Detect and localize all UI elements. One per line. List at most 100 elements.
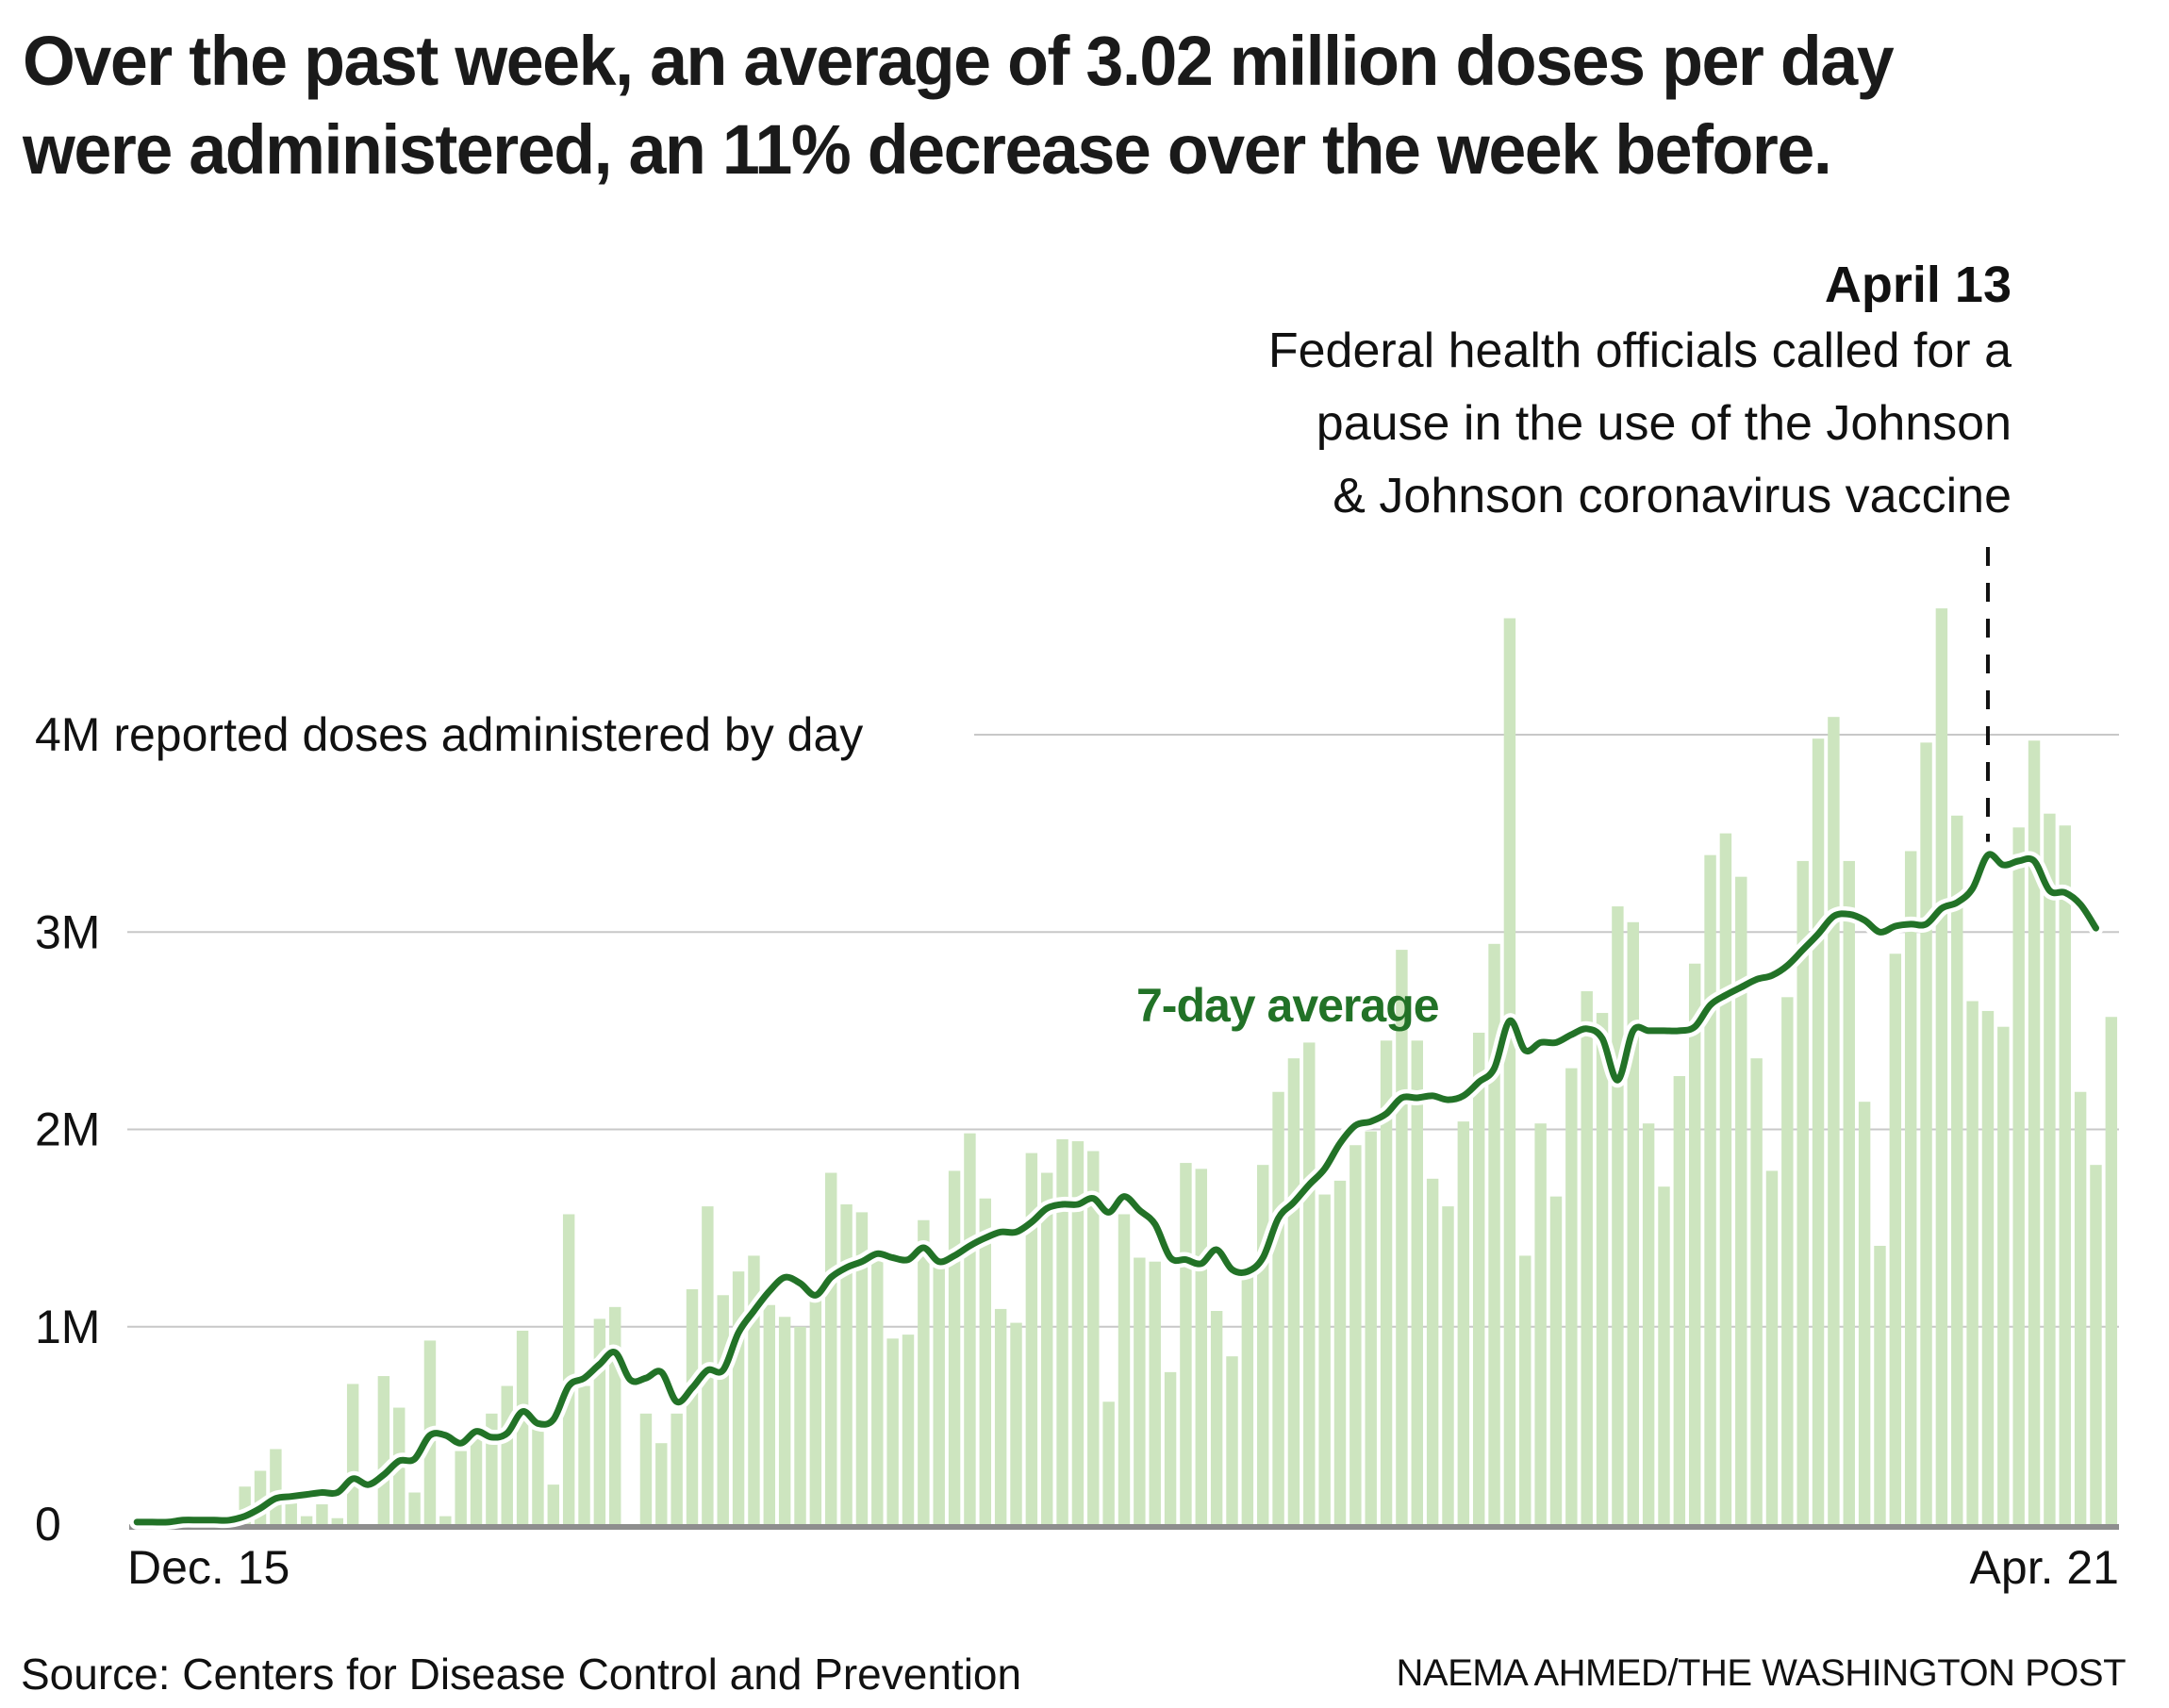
bar-day-110 — [1828, 717, 1840, 1524]
bar-day-108 — [1796, 860, 1809, 1524]
bar-day-113 — [1874, 1245, 1886, 1524]
bar-day-91 — [1534, 1123, 1547, 1524]
bar-day-62 — [1087, 1151, 1100, 1524]
x-tick-label-start: Dec. 15 — [127, 1541, 290, 1594]
bar-day-123 — [2028, 740, 2041, 1524]
bar-day-63 — [1102, 1401, 1115, 1524]
bar-day-55 — [979, 1198, 992, 1524]
bar-day-64 — [1118, 1214, 1131, 1524]
bar-day-105 — [1750, 1058, 1763, 1524]
bar-day-106 — [1765, 1170, 1779, 1524]
y-tick-label-4M: 4M reported doses administered by day — [35, 708, 863, 761]
bar-day-25 — [516, 1330, 529, 1524]
y-tick-label-1M: 1M — [35, 1301, 100, 1353]
bar-day-29 — [578, 1385, 590, 1524]
bar-day-74 — [1272, 1091, 1284, 1524]
bar-day-107 — [1781, 997, 1794, 1524]
credit-line: NAEMA AHMED/THE WASHINGTON POST — [1396, 1652, 2127, 1694]
bar-day-31 — [609, 1306, 621, 1524]
y-tick-label-2M: 2M — [35, 1103, 100, 1156]
bar-day-34 — [655, 1443, 668, 1524]
annotation-date: April 13 — [1824, 257, 2012, 313]
annotation-line-2: pause in the use of the Johnson — [1316, 396, 2012, 451]
bar-day-90 — [1519, 1255, 1532, 1524]
bar-day-47 — [855, 1212, 869, 1524]
seven-day-average-line — [133, 851, 2099, 1526]
bar-day-114 — [1889, 953, 1902, 1524]
bar-day-35 — [671, 1413, 683, 1524]
bar-day-50 — [902, 1335, 915, 1524]
bar-day-66 — [1149, 1261, 1161, 1524]
bar-day-49 — [886, 1338, 899, 1524]
bar-day-82 — [1396, 950, 1408, 1524]
bar-day-56 — [994, 1308, 1007, 1524]
bar-day-70 — [1210, 1311, 1223, 1524]
source-note: Source: Centers for Disease Control and … — [21, 1650, 1022, 1699]
bar-day-67 — [1164, 1371, 1177, 1524]
bar-day-94 — [1581, 991, 1593, 1524]
bar-day-104 — [1735, 876, 1747, 1524]
bar-day-20 — [439, 1516, 452, 1524]
bar-day-68 — [1180, 1163, 1192, 1524]
x-axis-labels: Dec. 15 Apr. 21 — [127, 1541, 2119, 1594]
bar-day-14 — [346, 1384, 359, 1524]
bar-day-96 — [1612, 906, 1624, 1524]
bar-day-99 — [1658, 1186, 1670, 1524]
bar-day-119 — [1966, 1001, 1979, 1524]
bar-day-81 — [1380, 1040, 1393, 1524]
bar-day-10 — [285, 1501, 297, 1524]
bar-day-27 — [547, 1484, 560, 1524]
bar-day-24 — [501, 1385, 513, 1524]
bar-day-102 — [1704, 854, 1716, 1524]
bar-day-13 — [331, 1517, 344, 1524]
bar-day-28 — [562, 1214, 575, 1524]
bar-day-125 — [2059, 825, 2071, 1524]
bar-day-33 — [639, 1413, 653, 1524]
bar-day-79 — [1349, 1145, 1362, 1524]
y-axis-labels: 0 1M 2M 3M 4M reported doses administered by… — [35, 708, 863, 1550]
x-tick-label-end: Apr. 21 — [1970, 1541, 2119, 1594]
bar-day-87 — [1472, 1032, 1485, 1524]
bar-day-41 — [763, 1304, 776, 1524]
bar-day-51 — [918, 1219, 930, 1524]
annotation-line-1: Federal health officials called for a — [1267, 323, 2012, 378]
bar-day-43 — [794, 1326, 806, 1524]
bar-day-75 — [1287, 1058, 1300, 1524]
bar-day-36 — [686, 1288, 699, 1524]
bar-day-117 — [1935, 608, 1948, 1524]
bar-day-9 — [270, 1449, 282, 1524]
y-tick-label-0: 0 — [35, 1498, 61, 1550]
bar-day-95 — [1596, 1013, 1609, 1524]
bar-day-118 — [1951, 815, 1963, 1524]
bar-day-111 — [1843, 860, 1855, 1524]
bar-day-128 — [2105, 1017, 2118, 1524]
bar-day-121 — [1997, 1026, 2010, 1524]
bar-day-71 — [1226, 1356, 1238, 1524]
bar-day-44 — [809, 1295, 822, 1524]
bar-day-83 — [1411, 1040, 1423, 1524]
bar-day-69 — [1195, 1169, 1207, 1524]
bar-day-77 — [1318, 1194, 1331, 1524]
bar-day-109 — [1812, 738, 1825, 1524]
seven-day-average-label: 7-day average — [1136, 979, 1439, 1032]
bar-day-72 — [1241, 1267, 1254, 1524]
bar-day-84 — [1426, 1178, 1439, 1524]
bar-day-86 — [1457, 1121, 1470, 1524]
bar-day-80 — [1365, 1131, 1377, 1524]
bar-day-21 — [455, 1451, 467, 1524]
bar-day-122 — [2012, 827, 2025, 1524]
bar-day-126 — [2074, 1091, 2087, 1524]
y-tick-label-3M: 3M — [35, 905, 100, 958]
bar-day-59 — [1041, 1172, 1053, 1524]
bar-day-45 — [825, 1172, 837, 1524]
bar-day-38 — [717, 1295, 729, 1524]
bar-day-120 — [1981, 1010, 1995, 1524]
bar-day-58 — [1025, 1152, 1038, 1524]
bar-day-52 — [933, 1263, 945, 1524]
bar-day-39 — [732, 1271, 745, 1524]
bar-day-60 — [1056, 1138, 1068, 1524]
bar-day-26 — [532, 1429, 544, 1524]
bar-day-89 — [1503, 618, 1516, 1524]
bar-day-76 — [1303, 1042, 1316, 1524]
